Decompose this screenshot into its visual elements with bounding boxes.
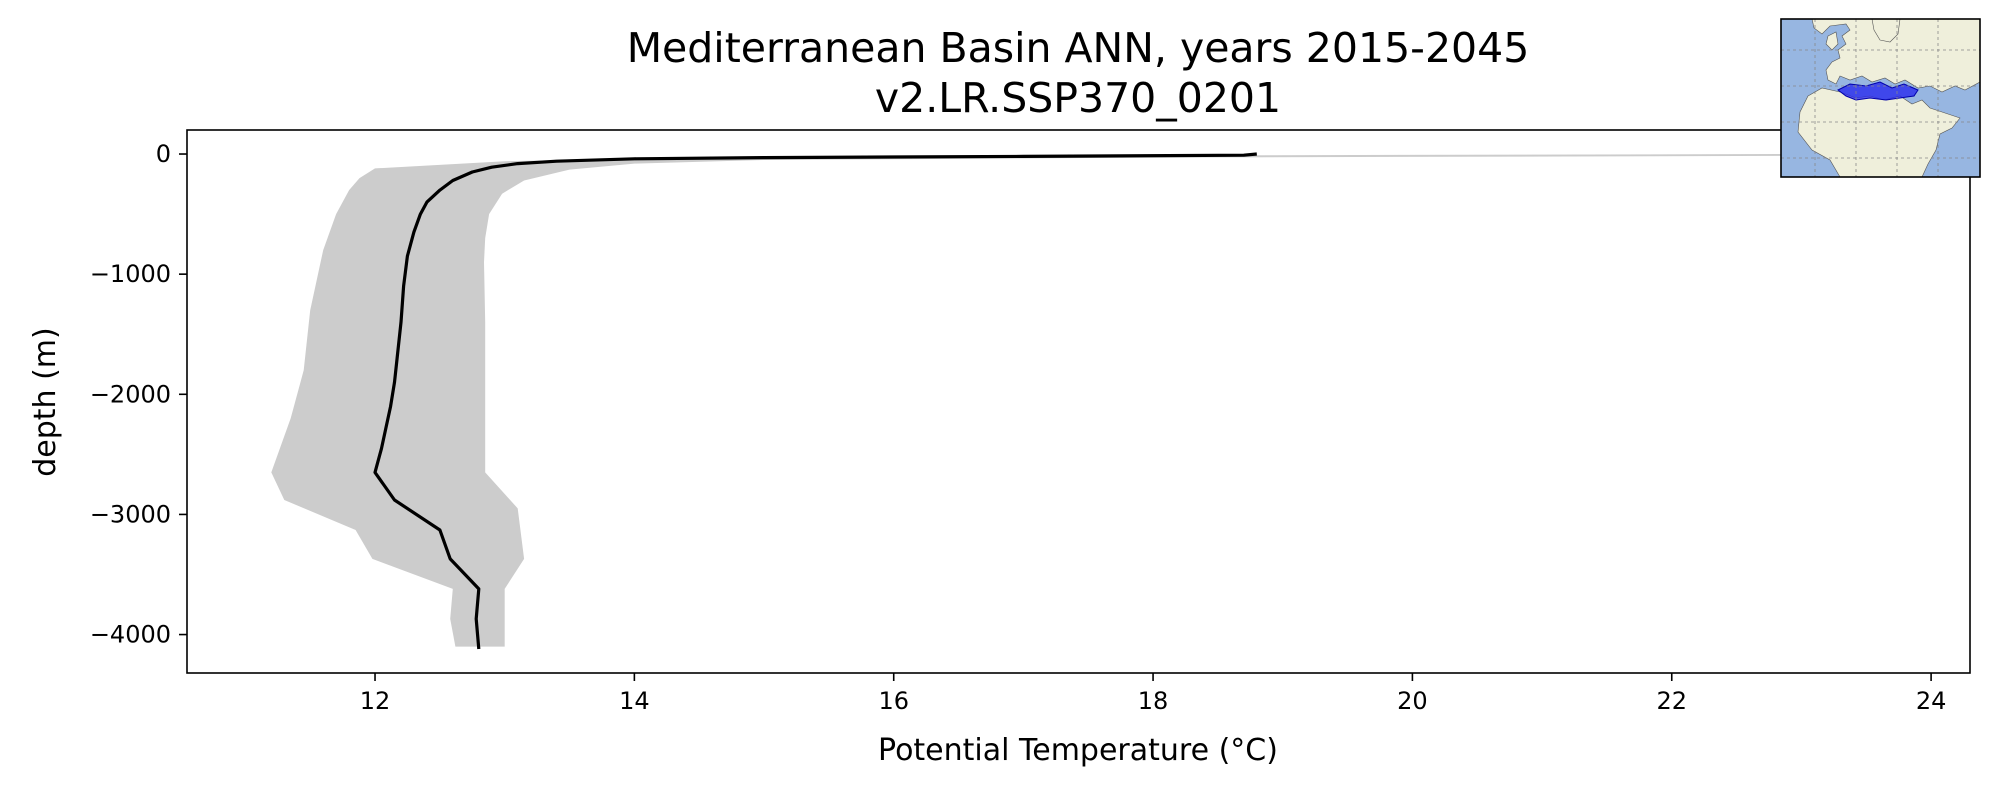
map-land-scandinavia [1871,19,1901,43]
y-tick-label: −1000 [90,260,171,288]
uncertainty-band [271,154,1906,647]
map-mediterranean-highlight [1837,81,1919,101]
map-gridlines [1781,19,1980,177]
y-tick-label: −4000 [90,621,171,649]
x-axis-ticks: 12 14 16 18 20 22 24 [360,673,1947,715]
y-tick-label: 0 [156,140,171,168]
uncertainty-band-layer [271,154,1906,647]
map-frame [1780,18,1981,178]
chart-title: Mediterranean Basin ANN, years 2015-2045 [627,24,1530,72]
x-tick-label: 24 [1916,687,1947,715]
series-line-layer [373,152,1257,650]
region-locator-map [1780,18,1981,178]
x-tick-label: 14 [619,687,650,715]
x-tick-label: 20 [1397,687,1428,715]
x-tick-label: 22 [1656,687,1687,715]
y-axis-ticks: 0 −1000 −2000 −3000 −4000 [90,140,187,649]
x-tick-label: 16 [878,687,909,715]
plot-frame [186,129,1971,674]
series-line-0 [373,152,1257,650]
y-tick-label: −2000 [90,380,171,408]
chart-subtitle: v2.LR.SSP370_0201 [875,74,1281,122]
x-tick-label: 12 [360,687,391,715]
x-tick-label: 18 [1138,687,1169,715]
map-land-britain [1825,31,1839,51]
y-tick-label: −3000 [90,500,171,528]
plot-area [186,129,1971,674]
x-axis-label: Potential Temperature (°C) [878,733,1278,768]
y-axis-label: depth (m) [28,327,63,477]
